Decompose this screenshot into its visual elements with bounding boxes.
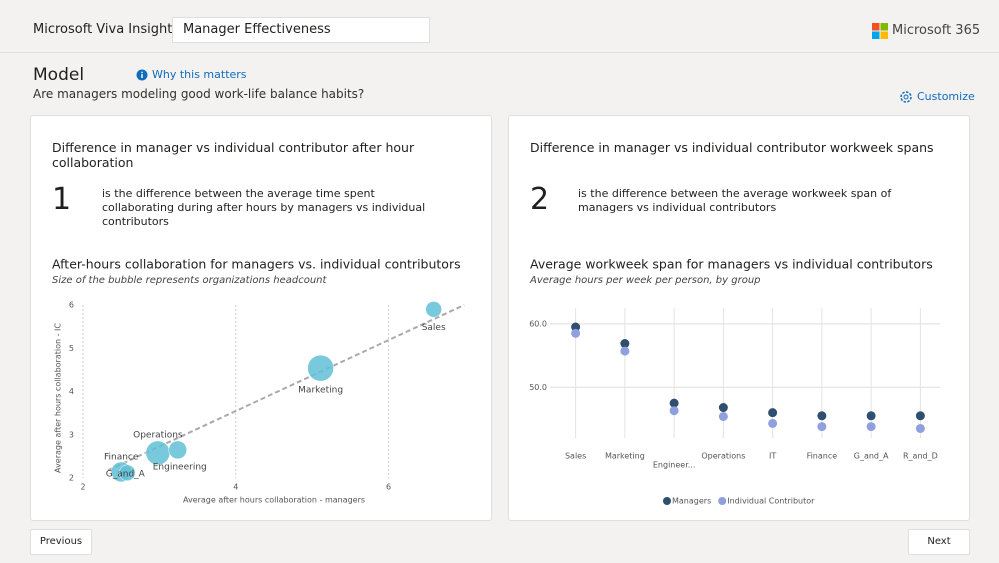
dot <box>866 411 876 421</box>
y-tick-label: 60.0 <box>529 319 547 328</box>
dot <box>817 411 827 421</box>
dot <box>817 422 827 432</box>
x-tick-label: R_and_D <box>903 452 938 461</box>
legend-label: Individual Contributor <box>727 497 815 506</box>
chart-title: Average workweek span for managers vs in… <box>530 257 933 272</box>
dot <box>915 423 925 433</box>
search-box[interactable]: Manager Effectiveness <box>172 17 430 43</box>
x-tick-label: Sales <box>565 452 586 461</box>
x-tick-label: 4 <box>233 483 238 492</box>
x-tick-label: Finance <box>807 452 838 461</box>
y-tick-label: 4 <box>69 387 74 396</box>
header-bar <box>0 0 999 53</box>
trend-line <box>107 304 465 472</box>
x-tick-label: Engineer... <box>653 461 696 470</box>
dot <box>669 406 679 416</box>
dot <box>620 339 630 349</box>
bubble-label: G_and_A <box>106 469 146 479</box>
section-question: Are managers modeling good work-life bal… <box>33 87 365 101</box>
x-tick-label: Operations <box>701 452 745 461</box>
customize-link[interactable]: Customize <box>917 90 975 103</box>
bubble <box>168 440 187 460</box>
x-tick-label: 6 <box>386 483 391 492</box>
bubble <box>425 301 442 318</box>
x-tick-label: IT <box>769 452 776 461</box>
card-description: is the difference between the average ti… <box>102 187 426 228</box>
bubble <box>119 464 136 482</box>
brand: Microsoft 365 <box>892 23 981 38</box>
y-tick-label: 2 <box>69 474 74 483</box>
gear-icon <box>900 91 912 103</box>
legend-swatch <box>718 497 727 505</box>
bubble-label: Operations <box>133 430 183 440</box>
dot <box>915 411 925 421</box>
card: Difference in manager vs individual cont… <box>30 115 492 521</box>
y-tick-label: 6 <box>69 301 74 310</box>
bubble-label: Sales <box>422 323 446 333</box>
x-axis-label: Average after hours collaboration - mana… <box>183 496 365 505</box>
card-title: Difference in manager vs individual cont… <box>530 140 934 155</box>
chart-subtitle: Average hours per week per person, by gr… <box>529 275 761 286</box>
dot <box>571 322 581 332</box>
dot <box>768 408 778 418</box>
bubble-label: Engineering <box>153 462 207 472</box>
ms-logo <box>872 23 888 39</box>
legend-swatch <box>663 497 671 505</box>
x-tick-label: 2 <box>80 483 85 492</box>
card: Difference in manager vs individual cont… <box>508 115 970 521</box>
x-tick-label: Marketing <box>605 452 645 461</box>
dot <box>768 418 778 428</box>
section-title: Model <box>33 65 85 85</box>
app-name: Microsoft Viva Insights <box>33 22 180 37</box>
card-number: 2 <box>530 182 550 217</box>
dot <box>620 346 630 356</box>
legend-label: Managers <box>672 497 711 506</box>
chart-subtitle: Size of the bubble represents organizati… <box>52 275 327 286</box>
y-tick-label: 50.0 <box>529 383 547 392</box>
card-title: Difference in manager vs individual cont… <box>52 140 415 170</box>
dot <box>718 403 728 413</box>
dot <box>718 411 728 421</box>
chart-title: After-hours collaboration for managers v… <box>52 257 461 272</box>
y-axis-label: Average after hours collaboration - IC <box>54 323 63 473</box>
bubble <box>307 354 334 382</box>
y-tick-label: 3 <box>69 430 74 439</box>
dot <box>669 398 679 408</box>
bubble-label: Finance <box>104 452 139 462</box>
bubble-label: Marketing <box>298 386 343 396</box>
dot <box>571 328 581 338</box>
y-tick-label: 5 <box>69 344 74 353</box>
info-icon <box>136 69 148 81</box>
why-link[interactable]: Why this matters <box>152 68 247 81</box>
card-description: is the difference between the average wo… <box>578 187 892 214</box>
previous-button[interactable]: Previous <box>30 529 92 555</box>
dot <box>866 422 876 432</box>
card-number: 1 <box>52 182 72 217</box>
x-tick-label: G_and_A <box>854 452 889 461</box>
bubble <box>145 440 171 466</box>
next-button[interactable]: Next <box>908 529 970 555</box>
